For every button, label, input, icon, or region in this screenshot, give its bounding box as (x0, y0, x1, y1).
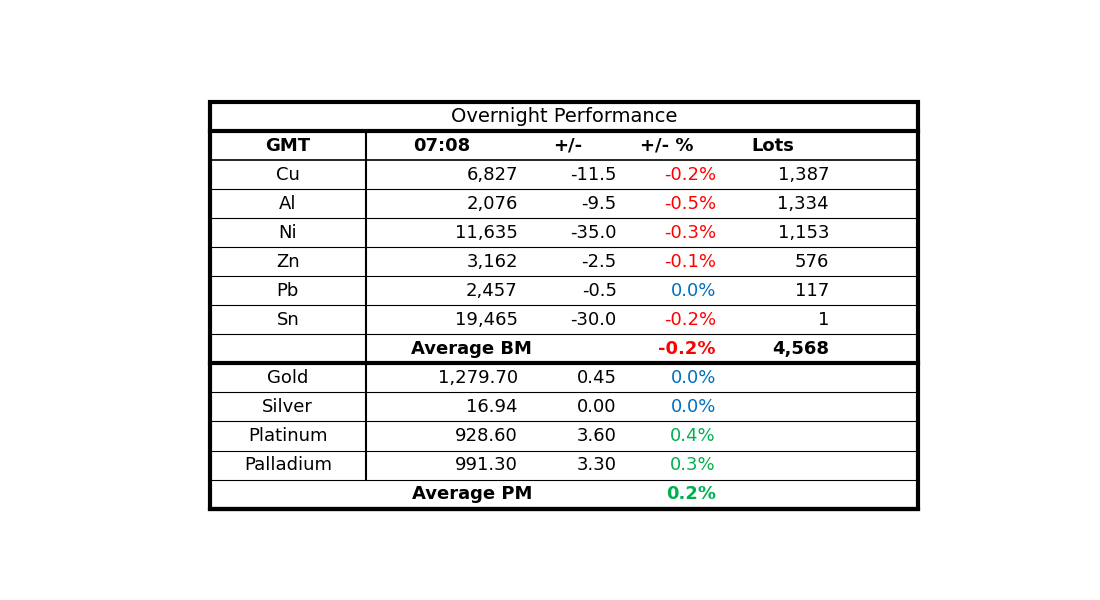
Text: Cu: Cu (276, 166, 299, 184)
Text: 928.60: 928.60 (455, 427, 518, 445)
Text: 117: 117 (795, 282, 829, 300)
Text: 1,387: 1,387 (778, 166, 829, 184)
Text: 0.45: 0.45 (576, 369, 617, 387)
Text: Average PM: Average PM (411, 485, 532, 503)
Text: 19,465: 19,465 (454, 311, 518, 329)
Text: Average BM: Average BM (411, 340, 532, 358)
Text: -35.0: -35.0 (570, 224, 617, 242)
Text: +/-: +/- (552, 137, 582, 155)
Text: -0.2%: -0.2% (659, 340, 716, 358)
Text: Al: Al (279, 194, 297, 212)
Text: 3.30: 3.30 (576, 456, 617, 474)
Text: Silver: Silver (263, 398, 313, 416)
Text: 3,162: 3,162 (466, 253, 518, 271)
Text: 0.0%: 0.0% (671, 398, 716, 416)
Text: -11.5: -11.5 (570, 166, 617, 184)
Text: -0.5: -0.5 (582, 282, 617, 300)
Text: 991.30: 991.30 (455, 456, 518, 474)
Text: Platinum: Platinum (248, 427, 328, 445)
Text: -0.1%: -0.1% (664, 253, 716, 271)
Text: -0.2%: -0.2% (663, 166, 716, 184)
Text: 0.0%: 0.0% (671, 369, 716, 387)
Text: Overnight Performance: Overnight Performance (451, 107, 676, 126)
Text: 1,153: 1,153 (778, 224, 829, 242)
Text: Gold: Gold (267, 369, 308, 387)
Text: 576: 576 (794, 253, 829, 271)
Text: 0.2%: 0.2% (666, 485, 716, 503)
Text: -9.5: -9.5 (582, 194, 617, 212)
Text: 0.0%: 0.0% (671, 282, 716, 300)
Text: 6,827: 6,827 (466, 166, 518, 184)
Text: -0.3%: -0.3% (663, 224, 716, 242)
Text: 4,568: 4,568 (772, 340, 829, 358)
Text: -30.0: -30.0 (571, 311, 617, 329)
Text: 1: 1 (817, 311, 829, 329)
Text: Pb: Pb (276, 282, 299, 300)
Text: GMT: GMT (265, 137, 310, 155)
Text: 1,334: 1,334 (778, 194, 829, 212)
Text: Zn: Zn (276, 253, 299, 271)
Text: -0.5%: -0.5% (663, 194, 716, 212)
Text: 11,635: 11,635 (455, 224, 518, 242)
Text: Palladium: Palladium (244, 456, 332, 474)
Text: -2.5: -2.5 (582, 253, 617, 271)
Text: +/- %: +/- % (639, 137, 693, 155)
Text: Lots: Lots (751, 137, 794, 155)
Text: 0.3%: 0.3% (670, 456, 716, 474)
Text: -0.2%: -0.2% (663, 311, 716, 329)
Text: 07:08: 07:08 (414, 137, 471, 155)
Text: 0.00: 0.00 (578, 398, 617, 416)
Text: 3.60: 3.60 (576, 427, 617, 445)
Text: Ni: Ni (278, 224, 297, 242)
Text: 2,457: 2,457 (466, 282, 518, 300)
Text: 16.94: 16.94 (466, 398, 518, 416)
Text: 2,076: 2,076 (466, 194, 518, 212)
Text: 0.4%: 0.4% (670, 427, 716, 445)
Text: 1,279.70: 1,279.70 (438, 369, 518, 387)
Text: Sn: Sn (276, 311, 299, 329)
